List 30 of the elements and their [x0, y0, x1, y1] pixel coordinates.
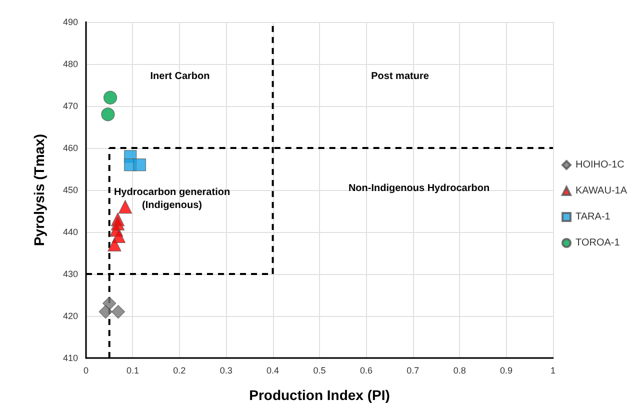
x-tick-label: 0.1 [126, 366, 139, 376]
legend-label: HOIHO-1C [576, 160, 624, 170]
annotation: Post mature [371, 71, 430, 82]
y-tick-label: 480 [62, 59, 78, 69]
annotation: Inert Carbon [150, 71, 210, 82]
y-tick-label: 430 [62, 269, 78, 279]
x-tick-label: 0.8 [453, 366, 466, 376]
annotation: Hydrocarbon generation (Indigenous) [114, 187, 230, 211]
x-tick-label: 0.5 [313, 366, 326, 376]
y-tick-label: 410 [62, 353, 78, 363]
y-tick-label: 440 [62, 227, 78, 237]
x-axis-title: Production Index (PI) [249, 387, 390, 403]
legend-label: KAWAU-1A [576, 186, 628, 196]
x-tick-label: 0.9 [500, 366, 513, 376]
y-tick-label: 420 [62, 311, 78, 321]
legend-label: TOROA-1 [576, 238, 620, 248]
x-tick-label: 0.3 [220, 366, 232, 376]
y-tick-label: 470 [62, 101, 78, 111]
annotation: Non-Indigenous Hydrocarbon [348, 183, 490, 194]
legend-label: TARA-1 [576, 212, 611, 222]
y-axis-title: Pyrolysis (Tmax) [31, 134, 47, 246]
x-tick-label: 0.2 [173, 366, 186, 376]
x-tick-label: 0 [83, 366, 89, 376]
x-tick-label: 0.6 [360, 366, 372, 376]
x-tick-label: 1 [550, 366, 556, 376]
y-tick-label: 460 [62, 143, 78, 153]
x-tick-label: 0.7 [406, 366, 420, 376]
y-tick-label: 450 [62, 185, 78, 195]
y-tick-label: 490 [62, 17, 78, 27]
x-tick-label: 0.4 [266, 366, 280, 376]
